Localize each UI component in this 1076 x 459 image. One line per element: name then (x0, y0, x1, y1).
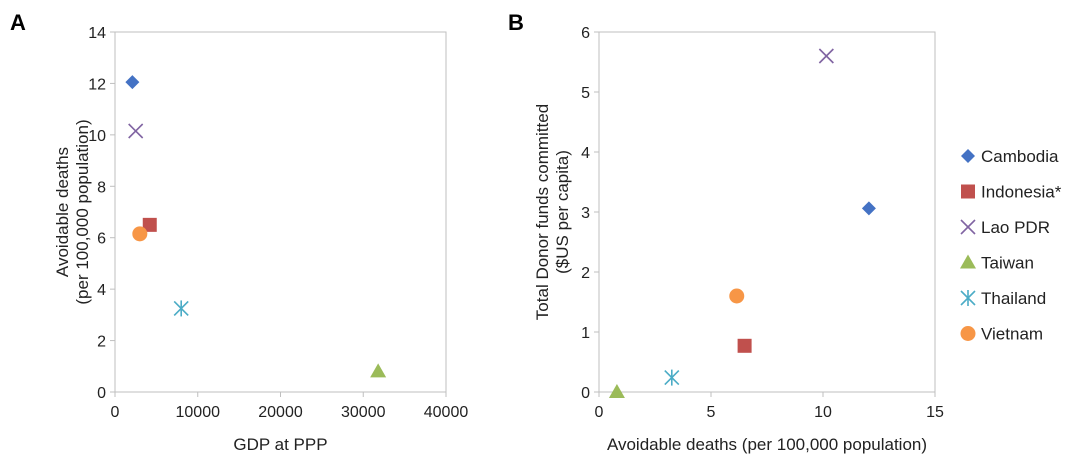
legend-marker (961, 149, 975, 163)
y-tick-label: 2 (97, 334, 106, 351)
legend-item: Cambodia (961, 147, 1059, 166)
data-point-taiwan (608, 384, 625, 398)
y-tick-label: 14 (88, 25, 106, 42)
legend-item: Lao PDR (960, 218, 1050, 237)
y-tick-label: 5 (581, 85, 590, 102)
y-axis-label: Avoidable deaths(per 100,000 population) (53, 119, 92, 304)
x-tick-label: 20000 (258, 404, 303, 421)
legend-marker (960, 254, 976, 269)
x-tick-label: 0 (111, 404, 120, 421)
data-point-thailand (173, 300, 189, 317)
x-tick-label: 0 (595, 404, 604, 421)
y-tick-label: 1 (581, 325, 590, 342)
legend-item: Indonesia* (961, 183, 1062, 202)
data-point-indonesia (737, 338, 752, 353)
legend: Cambodia Indonesia* Lao PDR Taiwan Thailand V… (960, 147, 1062, 344)
legend-item: Vietnam (960, 325, 1043, 344)
y-tick-label: 10 (88, 128, 106, 145)
x-tick-label: 15 (926, 404, 944, 421)
y-axis-label-line: (per 100,000 population) (73, 119, 92, 304)
data-point-thailand (664, 369, 680, 386)
data-point-cambodia (861, 201, 876, 216)
data-point-taiwan (370, 363, 387, 378)
legend-label: Cambodia (981, 147, 1059, 166)
data-point-indonesia (142, 217, 157, 232)
y-tick-label: 0 (581, 385, 590, 402)
y-tick-label: 4 (581, 145, 590, 162)
x-axis-label: Avoidable deaths (per 100,000 population… (607, 435, 927, 454)
legend-label: Thailand (981, 289, 1046, 308)
y-axis-label-line: Total Donor funds committed (533, 104, 552, 320)
data-point-vietnam (132, 226, 148, 242)
y-tick-label: 0 (97, 385, 106, 402)
y-tick-label: 6 (97, 231, 106, 248)
plot-frame (598, 31, 936, 393)
legend-item: Thailand (960, 289, 1046, 308)
y-tick-label: 8 (97, 179, 106, 196)
legend-label: Indonesia* (981, 183, 1062, 202)
data-point-lao-pdr (128, 123, 144, 139)
x-tick-label: 10000 (176, 404, 221, 421)
y-axis-label-line: Avoidable deaths (53, 147, 72, 277)
panel-letter: A (10, 10, 26, 35)
chart-panel-b: B 0 1 2 3 4 5 6 0 5 10 15 Avoidable deaths (per 100,… (508, 10, 944, 454)
legend-marker (960, 290, 976, 306)
y-tick-label: 3 (581, 205, 590, 222)
y-tick-label: 4 (97, 282, 106, 299)
legend-item: Taiwan (960, 254, 1034, 273)
plot-frame (114, 31, 447, 393)
legend-marker (960, 219, 976, 235)
legend-label: Vietnam (981, 325, 1043, 344)
legend-marker (960, 326, 976, 341)
legend-label: Lao PDR (981, 218, 1050, 237)
x-tick-label: 40000 (424, 404, 469, 421)
x-tick-label: 5 (707, 404, 716, 421)
panel-letter: B (508, 10, 524, 35)
legend-label: Taiwan (981, 254, 1034, 273)
data-point-cambodia (125, 75, 140, 90)
x-tick-label: 10 (814, 404, 832, 421)
data-point-vietnam (729, 288, 745, 304)
y-tick-label: 12 (88, 76, 106, 93)
x-tick-label: 30000 (341, 404, 386, 421)
y-tick-label: 2 (581, 265, 590, 282)
x-axis-label: GDP at PPP (233, 435, 327, 454)
chart-panel-a: A 0 2 4 6 8 10 12 14 0 10000 20000 30000 40000 GDP at … (10, 10, 468, 454)
legend-marker (961, 184, 975, 199)
y-axis-label-line: ($US per capita) (553, 150, 572, 274)
data-point-lao-pdr (818, 48, 834, 64)
y-axis-label: Total Donor funds committed($US per capi… (533, 104, 572, 320)
y-tick-label: 6 (581, 25, 590, 42)
